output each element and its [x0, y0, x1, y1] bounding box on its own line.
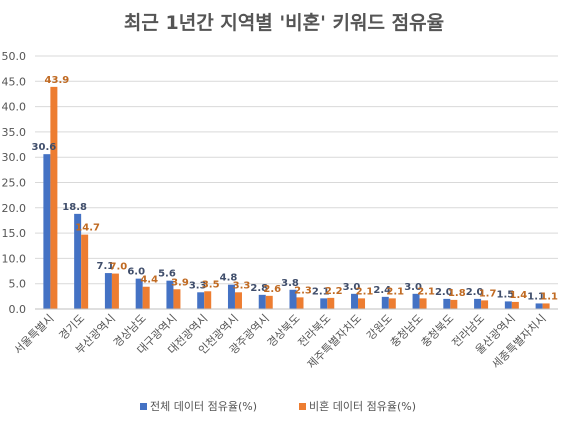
bar-series-1	[135, 278, 143, 309]
data-label-series-1: 1.5	[496, 289, 514, 300]
data-label-series-1: 6.0	[127, 267, 145, 278]
bar-series-1	[166, 280, 174, 309]
bar-series-2	[142, 286, 150, 309]
legend-swatch-series-2	[299, 403, 306, 410]
bar-series-2	[542, 303, 550, 309]
bar-series-2	[173, 289, 181, 309]
data-label-series-2: 2.2	[325, 286, 343, 297]
data-label-series-2: 3.3	[233, 280, 251, 291]
bar-series-1	[227, 284, 235, 309]
bar-series-2	[388, 298, 396, 309]
bar-series-1	[258, 294, 266, 309]
bar-series-1	[474, 298, 482, 309]
data-label-series-2: 2.1	[386, 286, 404, 297]
data-label-series-2: 7.0	[110, 262, 128, 273]
bar-series-2	[327, 297, 335, 309]
data-label-series-2: 43.9	[45, 75, 70, 86]
bar-series-2	[358, 298, 366, 309]
x-tick-label: 충청남도	[388, 312, 426, 350]
y-tick-label: 45.0	[2, 75, 27, 88]
bar-series-2	[419, 298, 427, 309]
data-label-series-2: 2.1	[417, 286, 435, 297]
data-label-series-1: 3.3	[189, 280, 207, 291]
data-label-series-2: 4.4	[140, 275, 158, 286]
x-tick-label: 서울특별시	[12, 312, 57, 357]
x-tick-label: 제주특별자치도	[305, 312, 364, 371]
chart-title: 최근 1년간 지역별 '비혼' 키워드 점유율	[124, 11, 444, 34]
bar-series-1	[320, 298, 328, 309]
bar-series-1	[74, 213, 82, 309]
bar-series-1	[381, 296, 389, 309]
x-tick-label: 세종특별자치시	[489, 312, 548, 371]
data-label-series-1: 7.1	[97, 261, 115, 272]
data-label-series-2: 2.6	[263, 284, 281, 295]
data-label-series-2: 1.7	[479, 288, 497, 299]
data-label-series-2: 3.5	[202, 279, 220, 290]
y-tick-label: 30.0	[2, 151, 27, 164]
bar-series-1	[535, 303, 543, 309]
data-label-series-1: 3.0	[343, 282, 361, 293]
bar-series-2	[234, 292, 242, 309]
y-tick-label: 20.0	[2, 202, 27, 215]
bars	[43, 86, 550, 309]
legend: 전체 데이터 점유율(%) 비혼 데이터 점유율(%)	[140, 400, 416, 413]
y-tick-label: 10.0	[2, 252, 27, 265]
y-tick-label: 40.0	[2, 101, 27, 114]
bar-series-1	[289, 289, 297, 309]
bar-series-2	[50, 86, 58, 309]
data-label-series-2: 1.8	[448, 288, 466, 299]
data-label-series-1: 1.1	[527, 291, 545, 302]
data-label-series-1: 2.1	[312, 286, 330, 297]
y-tick-label: 50.0	[2, 50, 27, 63]
data-label-series-1: 2.8	[250, 283, 268, 294]
x-tick-label: 경상북도	[265, 312, 303, 350]
y-tick-label: 15.0	[2, 227, 27, 240]
data-label-series-1: 4.8	[220, 273, 238, 284]
gridlines	[35, 55, 558, 285]
data-label-series-1: 5.6	[158, 269, 176, 280]
data-label-series-2: 1.1	[540, 291, 558, 302]
bar-series-1	[504, 301, 512, 309]
x-tick-label: 충청북도	[419, 312, 457, 350]
data-label-series-2: 3.9	[171, 277, 189, 288]
data-label-series-1: 30.6	[32, 142, 57, 153]
bar-series-1	[197, 292, 205, 309]
legend-label-series-1: 전체 데이터 점유율(%)	[150, 400, 257, 413]
data-label-series-1: 18.8	[62, 202, 87, 213]
bar-series-2	[296, 297, 304, 309]
legend-swatch-series-1	[140, 403, 147, 410]
bar-series-1	[43, 154, 51, 309]
bar-series-2	[511, 301, 519, 309]
bar-series-2	[265, 295, 273, 309]
bar-series-2	[111, 273, 119, 309]
x-axis-ticks: 서울특별시 경기도부산광역시경상남도대구광역시대전광역시인천광역시광주광역시경상북…	[12, 311, 549, 371]
data-label-series-1: 3.0	[404, 282, 422, 293]
bar-series-1	[412, 293, 420, 309]
bar-series-1	[104, 273, 112, 309]
data-label-series-2: 2.3	[294, 285, 312, 296]
y-tick-label: 25.0	[2, 177, 27, 190]
data-label-series-1: 2.0	[466, 287, 484, 298]
bar-series-1	[351, 293, 359, 309]
bar-series-2	[204, 291, 212, 309]
data-label-series-1: 2.4	[373, 285, 391, 296]
y-tick-label: 35.0	[2, 126, 27, 139]
y-axis-ticks: 0.0 5.0 10.0 15.0 20.0 25.0 30.0 35.0 40.0 45.0 50…	[2, 50, 27, 316]
bar-series-2	[450, 299, 458, 309]
data-label-series-2: 1.4	[509, 290, 527, 301]
bar-series-2	[81, 234, 89, 309]
data-label-series-2: 14.7	[75, 223, 100, 234]
legend-label-series-2: 비혼 데이터 점유율(%)	[309, 400, 416, 413]
data-label-series-1: 2.0	[435, 287, 453, 298]
y-tick-label: 5.0	[9, 278, 27, 291]
data-label-series-2: 2.1	[356, 286, 374, 297]
bar-series-2	[481, 300, 489, 309]
y-tick-label: 0.0	[9, 303, 27, 316]
data-label-series-1: 3.8	[281, 278, 299, 289]
data-labels: 30.643.918.814.77.17.0 6.04.45.63.9 3.33.5…	[32, 75, 558, 303]
bar-series-1	[443, 298, 451, 309]
